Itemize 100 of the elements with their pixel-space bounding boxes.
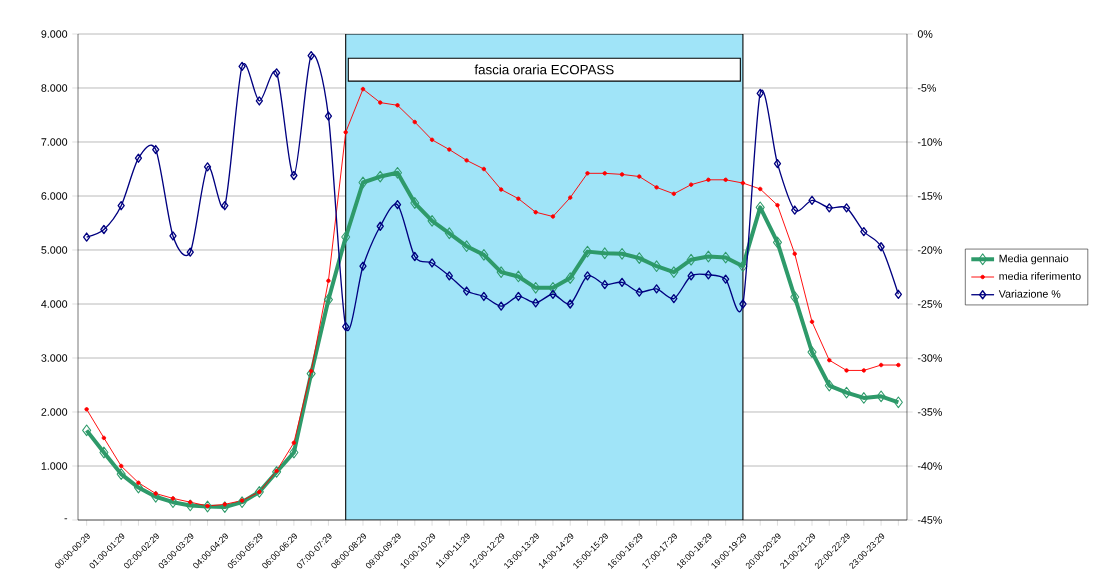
- point: [827, 357, 832, 363]
- y-tick-label: 3.000: [41, 354, 68, 362]
- point: [395, 103, 400, 108]
- point: [894, 289, 903, 299]
- point: [568, 195, 573, 200]
- point: [791, 205, 799, 215]
- point: [185, 499, 195, 512]
- y-tick-label: 9.000: [41, 30, 68, 38]
- point: [842, 386, 852, 399]
- point: [376, 221, 384, 231]
- point: [878, 362, 884, 368]
- y2-tick-label: 0%: [917, 30, 933, 38]
- point: [306, 367, 316, 380]
- point: [170, 496, 176, 501]
- point: [549, 289, 557, 299]
- point: [445, 271, 453, 281]
- point: [168, 496, 178, 509]
- point: [118, 463, 124, 469]
- y2-tick-label: -35%: [917, 408, 942, 416]
- point: [291, 440, 297, 445]
- point: [686, 253, 696, 266]
- point: [326, 278, 331, 283]
- point: [619, 172, 625, 177]
- point: [289, 446, 299, 459]
- point: [772, 236, 783, 249]
- y-tick-label: 6.000: [41, 192, 68, 200]
- point: [481, 166, 487, 172]
- point: [723, 177, 728, 183]
- point: [341, 231, 351, 243]
- point: [706, 177, 711, 183]
- point: [378, 100, 383, 105]
- point: [583, 271, 592, 281]
- y-tick-label: -: [64, 518, 68, 520]
- point: [274, 468, 279, 474]
- point: [136, 480, 141, 485]
- point: [479, 248, 489, 261]
- point: [186, 247, 194, 257]
- point: [721, 251, 731, 264]
- point: [566, 299, 574, 309]
- point: [634, 252, 644, 264]
- point: [532, 298, 540, 308]
- y2-tick-label: -20%: [917, 246, 942, 254]
- point: [117, 201, 125, 211]
- point: [324, 111, 333, 121]
- point: [239, 498, 245, 503]
- point: [202, 500, 213, 513]
- point: [153, 491, 158, 496]
- point: [462, 286, 471, 296]
- point: [134, 153, 143, 163]
- point: [498, 187, 504, 192]
- point: [739, 299, 747, 309]
- point: [392, 166, 403, 179]
- y-tick-label: 2.000: [41, 408, 68, 416]
- point: [221, 201, 229, 211]
- point: [601, 279, 609, 290]
- point: [411, 251, 419, 262]
- legend-label: media riferimento: [999, 272, 1081, 280]
- point: [757, 186, 763, 192]
- point: [704, 270, 713, 280]
- point: [101, 435, 107, 441]
- y-tick-label: 5.000: [41, 246, 68, 254]
- point: [808, 195, 816, 205]
- point: [876, 390, 886, 403]
- point: [464, 158, 469, 163]
- point: [82, 232, 91, 242]
- point: [775, 202, 780, 208]
- point: [514, 291, 523, 302]
- annotation: fascia oraria ECOPASS: [474, 64, 614, 75]
- point: [188, 499, 193, 505]
- point: [497, 301, 505, 311]
- point: [99, 446, 109, 459]
- point: [323, 293, 333, 306]
- point: [533, 210, 538, 215]
- y-tick-label: 8.000: [41, 84, 68, 92]
- point: [447, 147, 452, 152]
- point: [635, 287, 643, 297]
- point: [703, 250, 713, 263]
- point: [861, 368, 867, 373]
- point: [756, 88, 764, 99]
- point: [637, 174, 642, 179]
- point: [238, 61, 246, 72]
- point: [203, 162, 212, 172]
- point: [343, 130, 348, 135]
- point: [220, 501, 230, 513]
- point: [755, 201, 765, 214]
- point: [859, 392, 869, 404]
- point: [255, 96, 264, 106]
- point: [585, 171, 590, 176]
- y2-tick-label: -5%: [917, 84, 936, 92]
- point: [100, 224, 108, 235]
- point: [809, 319, 815, 325]
- point: [877, 242, 885, 252]
- point: [82, 424, 92, 437]
- point: [307, 50, 315, 61]
- point: [116, 468, 126, 480]
- point: [688, 182, 694, 187]
- point: [842, 203, 851, 213]
- point: [773, 158, 782, 169]
- point: [652, 284, 661, 294]
- point: [602, 171, 607, 176]
